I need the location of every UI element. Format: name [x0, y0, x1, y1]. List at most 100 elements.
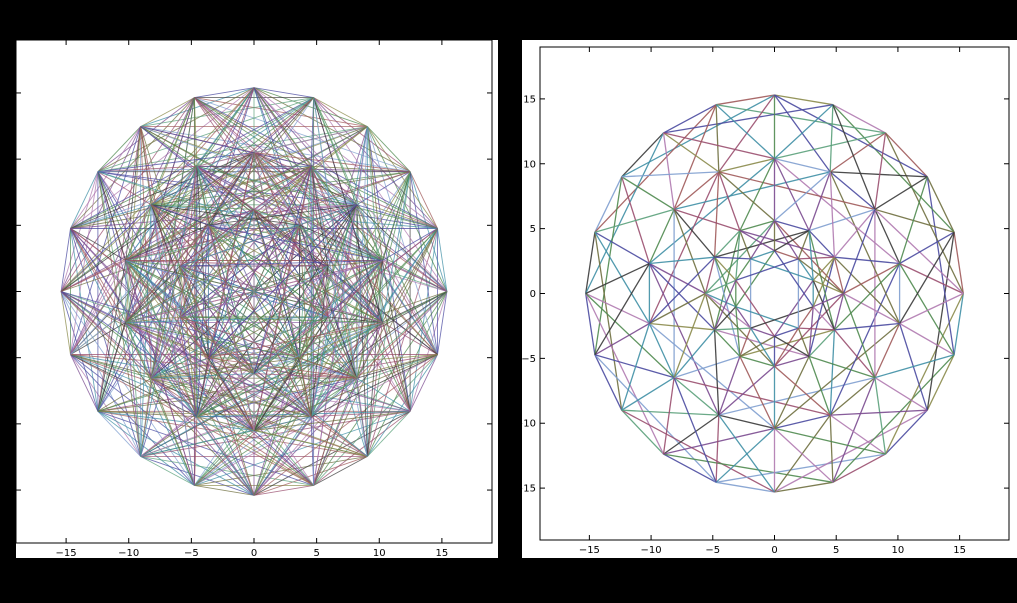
graph-edge: [299, 265, 329, 359]
graph-edge: [150, 204, 300, 359]
graph-edge: [621, 176, 675, 210]
graph-edge: [70, 204, 152, 355]
graph-edge: [714, 306, 737, 331]
graph-edge: [97, 204, 152, 412]
graph-edge: [125, 321, 300, 359]
graph-edge: [97, 410, 255, 496]
graph-edge: [926, 176, 955, 355]
graph-edge: [714, 256, 751, 260]
graph-edge: [97, 171, 152, 206]
graph-edge: [125, 322, 142, 457]
graph-edge: [808, 306, 814, 357]
graph-edge: [715, 453, 886, 483]
graph-edge: [774, 293, 845, 367]
graph-edge: [714, 280, 737, 331]
graph-edge: [140, 416, 312, 457]
graph-edge: [585, 232, 596, 294]
graph-edge: [829, 414, 886, 455]
graph-edge: [774, 365, 831, 416]
graph-edge: [310, 126, 368, 167]
graph-edge: [829, 132, 886, 173]
x-tick-label: 15: [953, 545, 966, 556]
graph-edge: [253, 166, 312, 374]
graph-edge: [735, 306, 752, 329]
graph-edge: [179, 152, 255, 318]
graph-edge: [196, 97, 314, 167]
graph-edge: [208, 224, 383, 262]
graph-edge: [830, 171, 928, 178]
graph-edge: [356, 204, 411, 412]
left-graph-panel: −15 −10 −5 0 5 10 15 −15 −10 −5 0 5 10 15: [0, 39, 498, 559]
graph-edge: [953, 232, 964, 294]
graph-edge: [594, 322, 650, 356]
graph-edge: [797, 306, 814, 329]
graph-edge: [774, 220, 810, 232]
graph-edge: [812, 306, 835, 331]
graph-edge: [898, 176, 928, 264]
graph-edge: [60, 291, 195, 486]
graph-edge: [774, 157, 831, 173]
y-tick-label: 5: [530, 224, 536, 235]
graph-edge: [194, 291, 448, 486]
graph-edge: [97, 410, 314, 486]
graph-edge: [194, 455, 368, 486]
graph-edge: [808, 171, 831, 231]
graph-edge: [310, 354, 438, 418]
graph-edge: [208, 224, 383, 323]
graph-edge: [70, 354, 195, 486]
graph-edge: [310, 97, 315, 417]
graph-edge: [151, 316, 329, 379]
graph-edge: [715, 427, 775, 483]
graph-edge: [313, 456, 368, 486]
graph-edge: [874, 208, 955, 233]
graph-edge: [774, 132, 886, 160]
graph-edge: [70, 354, 152, 379]
graph-edge: [208, 204, 358, 359]
graph-edge: [253, 209, 312, 417]
graph-edge: [774, 94, 834, 106]
graph-edge: [367, 126, 411, 173]
graph-edge: [774, 327, 799, 337]
graph-edge: [715, 104, 886, 134]
graph-edge: [774, 158, 901, 264]
graph-edge: [179, 316, 357, 379]
graph-edge: [774, 323, 901, 429]
graph-edge: [673, 377, 717, 483]
graph-edge: [773, 327, 799, 367]
graph-edge: [208, 224, 358, 379]
graph-edge: [662, 132, 675, 210]
graph-edge: [125, 126, 368, 261]
graph-edge: [196, 165, 411, 173]
graph-edge: [774, 104, 834, 160]
graph-edge: [663, 132, 720, 173]
graph-edge: [208, 166, 312, 359]
graph-edge: [313, 204, 358, 486]
graph-edge: [381, 228, 438, 323]
graph-edge: [253, 354, 438, 496]
graph-edge: [313, 97, 383, 261]
graph-edge: [715, 481, 775, 493]
left-edges: [60, 87, 448, 496]
graph-edge: [705, 292, 751, 329]
graph-edge: [70, 171, 99, 229]
graph-edge: [313, 291, 448, 486]
graph-edge: [140, 126, 448, 292]
y-tick-label: −10: [0, 419, 12, 430]
graph-edge: [715, 104, 720, 172]
graph-edge: [715, 415, 720, 483]
graph-edge: [60, 97, 195, 292]
graph-edge: [60, 228, 71, 292]
graph-edge: [808, 230, 814, 281]
graph-edge: [253, 87, 411, 173]
graph-edge: [208, 165, 312, 226]
graph-edge: [718, 171, 741, 231]
graph-edge: [140, 126, 198, 167]
graph-edge: [179, 204, 357, 267]
graph-edge: [594, 231, 650, 265]
graph-edge: [773, 220, 799, 260]
graph-edge: [833, 257, 845, 294]
graph-edge: [196, 357, 209, 417]
graph-edge: [874, 377, 928, 411]
graph-edge: [253, 484, 314, 496]
